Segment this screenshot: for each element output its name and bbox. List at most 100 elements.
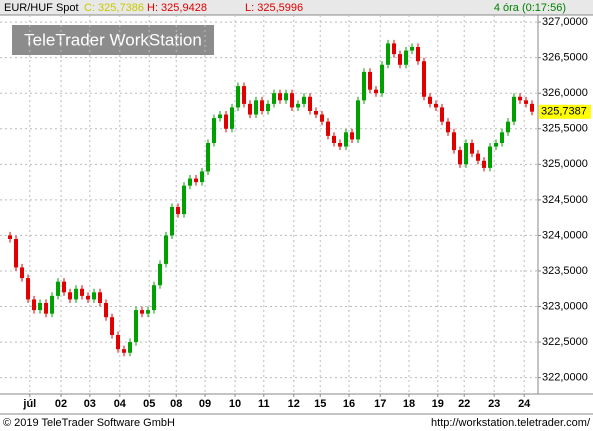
candle-body — [224, 114, 229, 129]
candle-body — [416, 46, 421, 62]
candle-body — [98, 292, 103, 303]
candle-body — [332, 135, 337, 143]
candle-body — [26, 278, 31, 300]
candle-body — [260, 100, 265, 111]
x-tick-label: 19 — [432, 398, 444, 410]
candle-body — [104, 302, 109, 318]
x-tick-label: 09 — [199, 398, 211, 410]
y-tick-label: 323,5000 — [542, 265, 588, 277]
x-tick-label: 22 — [458, 398, 470, 410]
candle-body — [320, 114, 325, 122]
candle-body — [56, 281, 61, 296]
watermark-box — [12, 25, 214, 55]
candle-body — [140, 310, 145, 314]
x-tick-label: 24 — [518, 398, 531, 410]
candle-body — [338, 142, 343, 147]
candle-body — [446, 121, 451, 133]
candle-body — [368, 71, 373, 90]
candle-body — [38, 302, 43, 311]
candle-body — [134, 310, 139, 343]
candle-body — [230, 107, 235, 129]
candle-body — [518, 96, 523, 101]
candle-body — [8, 235, 13, 239]
url: http://workstation.teletrader.com/ — [431, 417, 591, 429]
candle-body — [464, 142, 469, 165]
candle-body — [278, 93, 283, 101]
candle-body — [440, 107, 445, 122]
candle-body — [362, 71, 367, 101]
candle-body — [506, 121, 511, 133]
candle-body — [410, 46, 415, 51]
candle-body — [392, 43, 397, 55]
x-tick-label: 04 — [114, 398, 127, 410]
candle-body — [314, 110, 319, 115]
candle-body — [290, 93, 295, 108]
high-value: H: 325,9428 — [147, 2, 207, 14]
candle-body — [374, 89, 379, 94]
x-tick-label: 02 — [55, 398, 67, 410]
candle-body — [530, 103, 535, 112]
y-tick-label: 324,5000 — [542, 194, 588, 206]
candle-body — [146, 310, 151, 314]
y-tick-label: 326,0000 — [542, 87, 588, 99]
candle-body — [44, 302, 49, 314]
x-tick-label: júl — [22, 398, 36, 410]
symbol: EUR/HUF Spot — [4, 2, 79, 14]
x-tick-label: 05 — [143, 398, 155, 410]
candle-body — [344, 132, 349, 147]
y-tick-label: 324,0000 — [542, 229, 588, 241]
candle-body — [248, 103, 253, 115]
y-tick-label: 325,5000 — [542, 123, 588, 135]
candle-body — [206, 142, 211, 172]
candle-body — [428, 96, 433, 104]
candle-body — [176, 206, 181, 215]
candle-body — [512, 96, 517, 122]
candle-body — [458, 150, 463, 165]
candle-body — [212, 118, 217, 143]
candle-body — [68, 292, 73, 300]
candle-body — [422, 61, 427, 97]
candle-body — [158, 263, 163, 286]
y-tick-label: 322,5000 — [542, 336, 588, 348]
candle-body — [524, 100, 529, 104]
close-value: C: 325,7386 — [84, 2, 144, 14]
candle-body — [296, 103, 301, 108]
x-tick-label: 23 — [488, 398, 500, 410]
current-price-box — [539, 104, 591, 119]
candle-body — [20, 267, 25, 279]
x-tick-label: 03 — [84, 398, 96, 410]
y-tick-label: 323,0000 — [542, 300, 588, 312]
candle-body — [74, 288, 79, 300]
candle-body — [476, 153, 481, 161]
candle-body — [434, 103, 439, 108]
candle-body — [386, 43, 391, 65]
candle-body — [302, 96, 307, 104]
x-tick-label: 15 — [314, 398, 326, 410]
candle-body — [236, 86, 241, 108]
candle-body — [50, 295, 55, 314]
candle-body — [272, 93, 277, 104]
candle-body — [194, 178, 199, 183]
candle-body — [218, 114, 223, 119]
candle-body — [170, 206, 175, 236]
candle-body — [110, 317, 115, 335]
header-bar — [0, 0, 593, 15]
candle-body — [128, 342, 133, 353]
candle-body — [308, 96, 313, 111]
x-tick-label: 11 — [258, 398, 270, 410]
candle-body — [200, 171, 205, 183]
candle-body — [398, 54, 403, 65]
candle-body — [152, 285, 157, 311]
x-tick-label: 17 — [374, 398, 386, 410]
y-tick-label: 326,5000 — [542, 52, 588, 64]
candle-body — [254, 100, 259, 115]
candle-body — [380, 64, 385, 94]
candle-body — [80, 288, 85, 296]
candle-body — [494, 142, 499, 147]
candle-body — [242, 86, 247, 104]
candle-body — [122, 349, 127, 353]
candle-body — [326, 121, 331, 136]
candle-body — [62, 281, 67, 293]
candle-body — [14, 238, 19, 268]
